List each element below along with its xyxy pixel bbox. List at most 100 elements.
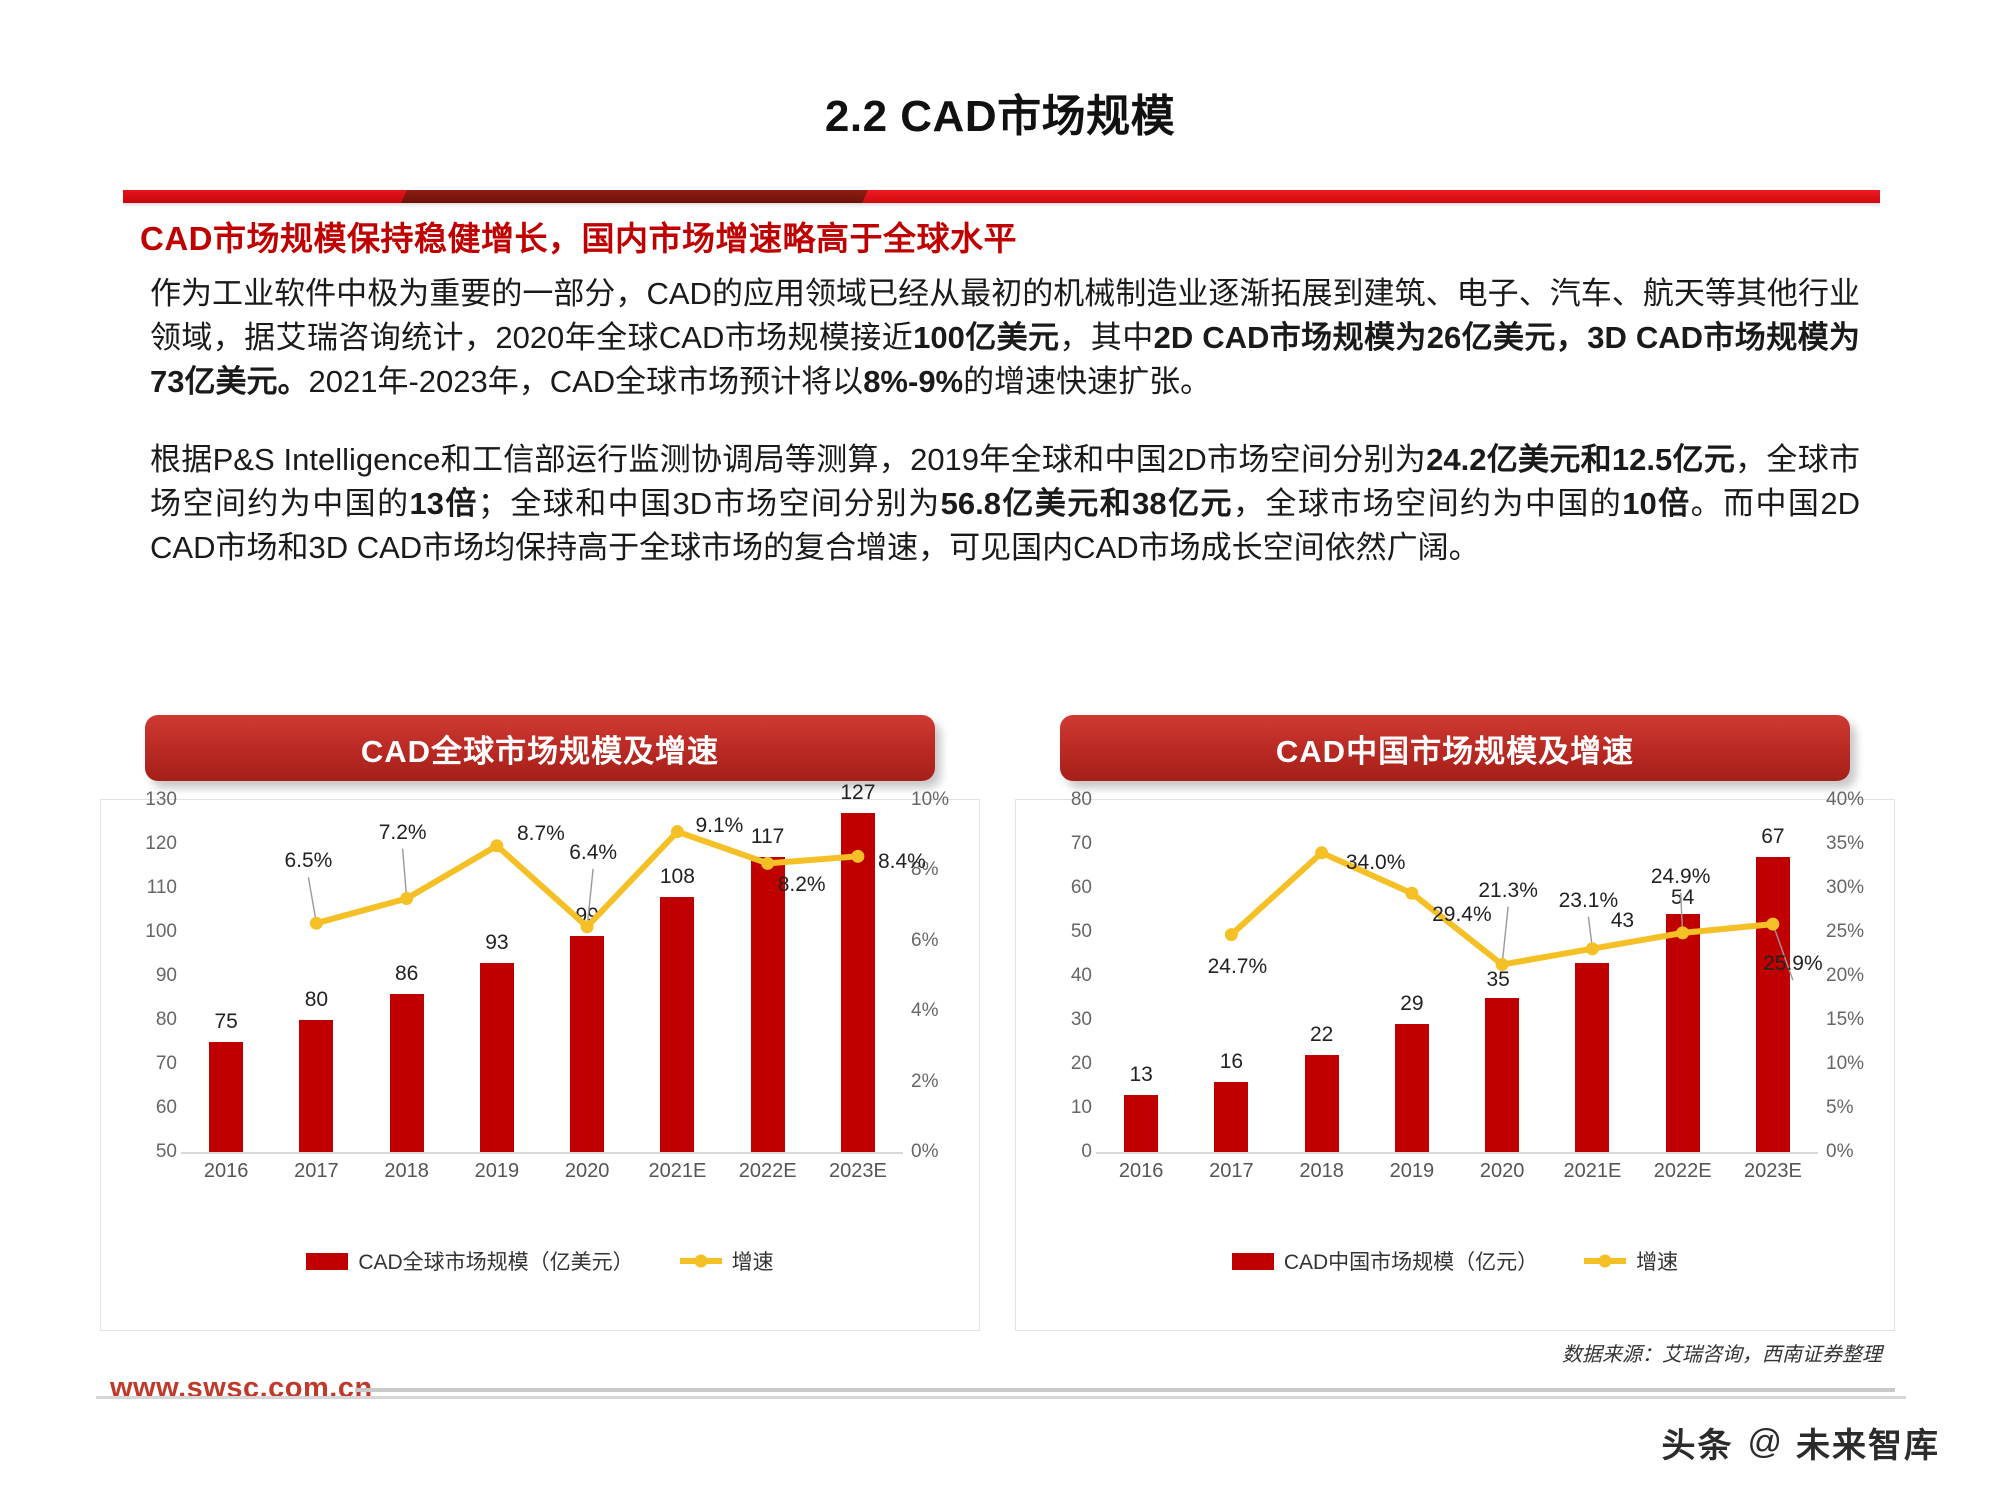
bar (570, 936, 605, 1152)
chart-china: 80 70 60 50 40 30 20 10 0 40% 35% 30% 25% 20% 15% 10% 5… (1015, 789, 1896, 1331)
p2-part-c: ，全球市场空间约为中国的 (150, 442, 1861, 521)
y2-tick-label: 0% (911, 1141, 939, 1162)
watermark: 头条 @ 未来智库 (1661, 1418, 1940, 1467)
legend-label: 增速 (731, 1251, 774, 1274)
bar-column: 43 (1547, 800, 1637, 1152)
bar-column: 13 (1096, 800, 1186, 1152)
data-source-note: 数据来源：艾瑞咨询，西南证券整理 (1562, 1344, 1882, 1366)
bar (299, 1020, 334, 1152)
p2-part-d: 13倍 (409, 486, 478, 521)
chart-china-y-axis: 80 70 60 50 40 30 20 10 0 (1030, 789, 1092, 1162)
y-tick-label: 90 (155, 965, 177, 986)
y-tick-label: 40 (1070, 965, 1092, 986)
legend-item: 增速 (679, 1246, 774, 1276)
chart-china-bars: 13 16 22 29 35 43 54 67 (1096, 800, 1818, 1152)
watermark-at-icon: @ (1747, 1423, 1782, 1461)
bar-column: 86 (362, 800, 452, 1152)
y2-tick-label: 15% (1826, 1009, 1865, 1030)
bar-value-label: 80 (304, 988, 329, 1011)
chart-china-baseline (1096, 1152, 1818, 1154)
bar (840, 813, 875, 1152)
bar (479, 962, 514, 1152)
bar (1304, 1055, 1339, 1152)
bar-value-label: 93 (485, 930, 509, 954)
p1-part-g: 的增速快速扩张。 (963, 364, 1212, 399)
bar-value-label: 29 (1400, 992, 1424, 1016)
y2-tick-label: 35% (1826, 833, 1865, 854)
y-tick-label: 60 (155, 1097, 177, 1118)
bar-value-label: 13 (1129, 1062, 1153, 1086)
y-tick-label: 30 (1070, 1009, 1092, 1030)
x-tick-label: 2017 (1209, 1160, 1254, 1182)
x-tick-label: 2018 (384, 1160, 429, 1182)
y2-tick-label: 30% (1826, 877, 1865, 898)
paragraph-1: 作为工业软件中极为重要的一部分，CAD的应用领域已经从最初的机械制造业逐渐拓展到… (150, 272, 1860, 404)
panel-title-china-label: CAD中国市场规模及增速 (1275, 733, 1635, 769)
p1-part-c: ，其中 (1059, 320, 1154, 355)
watermark-name: 未来智库 (1796, 1427, 1940, 1465)
y-tick-label: 70 (155, 1053, 177, 1074)
bar-column: 99 (542, 800, 632, 1152)
x-tick-label: 2016 (1118, 1160, 1164, 1182)
chart-china-x-axis: 2016 2017 2018 2019 2020 2021E 2022E 2023E (1096, 1160, 1818, 1198)
p1-part-d: 2D CAD市场规模为26亿美元，3D CAD市场规模为73亿美元。 (150, 320, 1860, 399)
charts-area: CAD全球市场规模及增速 130 120 110 100 90 80 70 60 50 10% 8… (0, 715, 2000, 1365)
bar (1124, 1094, 1159, 1152)
y-tick-label: 70 (1070, 833, 1092, 854)
x-tick-label: 2020 (564, 1160, 610, 1182)
chart-china-plot: 80 70 60 50 40 30 20 10 0 40% 35% 30% 25% 20% 15% 10% 5… (1016, 789, 1896, 1200)
x-tick-label: 2021E (1563, 1160, 1622, 1182)
bar-value-label: 127 (840, 781, 876, 805)
bar-value-label: 86 (394, 961, 419, 985)
bar-column: 29 (1367, 800, 1457, 1152)
legend-label: 增速 (1636, 1251, 1679, 1274)
legend-item: CAD中国市场规模（亿元） (1231, 1246, 1538, 1276)
bar-value-label: 22 (1309, 1023, 1334, 1047)
bar-value-label: 54 (1670, 886, 1695, 910)
bar (1665, 914, 1700, 1152)
footer-rule (355, 1388, 1895, 1392)
watermark-logo: 头条 (1661, 1427, 1734, 1465)
x-tick-label: 2022E (738, 1160, 797, 1182)
bar (750, 857, 785, 1152)
y2-tick-label: 25% (1826, 921, 1865, 942)
y2-tick-label: 2% (911, 1070, 939, 1092)
chart-global-plot: 130 120 110 100 90 80 70 60 50 10% 8% 6% 4% 2% 0% 75 8… (101, 781, 981, 1200)
bar-value-label: 16 (1219, 1049, 1244, 1073)
bar (209, 1042, 244, 1152)
y-tick-label: 50 (155, 1141, 177, 1162)
bar (1214, 1081, 1249, 1152)
page-title: 2.2 CAD市场规模 (824, 92, 1176, 141)
panel-china: CAD中国市场规模及增速 80 70 60 50 40 30 20 10 0 40% 35% 30%… (1015, 715, 1895, 1331)
p1-part-f: 8%-9% (863, 364, 964, 399)
x-tick-label: 2023E (1743, 1160, 1802, 1182)
y-tick-label: 20 (1070, 1053, 1092, 1074)
bar (389, 993, 424, 1152)
legend-item: 增速 (1584, 1246, 1678, 1276)
x-tick-label: 2017 (294, 1160, 339, 1182)
y2-tick-label: 10% (1826, 1053, 1865, 1074)
legend-bar-swatch (1231, 1252, 1274, 1270)
p2-part-g: ，全球市场空间约为中国的 (1232, 486, 1623, 521)
p2-part-a: 根据P&S Intelligence和工信部运行监测协调局等测算，2019年全球… (150, 442, 1427, 477)
bar-column: 75 (181, 800, 271, 1152)
p2-part-b: 24.2亿美元和12.5亿元 (1426, 442, 1736, 477)
y-tick-label: 80 (1070, 789, 1092, 810)
y2-tick-label: 5% (1826, 1097, 1854, 1118)
bar (660, 896, 695, 1152)
y-tick-label: 110 (146, 877, 177, 898)
legend-line-swatch (1584, 1258, 1627, 1264)
p1-part-a: 作为工业软件中极为重要的一部分，CAD的应用领域已经从最初的机械制造业逐渐拓展到… (150, 276, 1860, 355)
bar-value-label: 67 (1761, 825, 1785, 849)
bar-value-label: 35 (1486, 968, 1510, 991)
chart-china-y2-axis: 40% 35% 30% 25% 20% 15% 10% 5% 0% (1820, 789, 1890, 1162)
site-url: www.swsc.com.cn (110, 1372, 373, 1404)
y2-tick-label: 6% (911, 929, 939, 951)
panel-title-global: CAD全球市场规模及增速 (145, 715, 935, 781)
x-tick-label: 2021E (648, 1160, 707, 1182)
legend-line-swatch (679, 1258, 722, 1264)
p2-part-e: ；全球和中国3D市场空间分别为 (477, 486, 941, 521)
bar-column: 117 (723, 800, 813, 1152)
bar-value-label: 108 (659, 864, 695, 888)
bar-column: 16 (1186, 800, 1276, 1152)
